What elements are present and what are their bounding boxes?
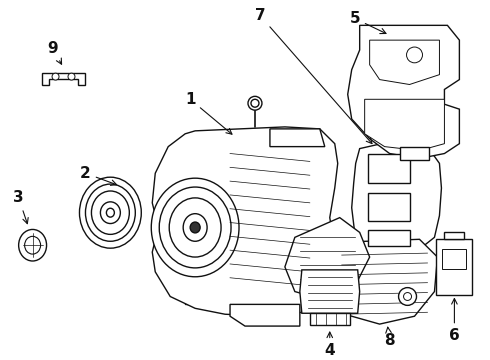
- Ellipse shape: [404, 293, 412, 301]
- Ellipse shape: [398, 288, 416, 305]
- Polygon shape: [437, 239, 472, 294]
- Bar: [368, 153, 410, 183]
- Text: 4: 4: [324, 332, 335, 358]
- Polygon shape: [399, 147, 429, 161]
- Ellipse shape: [92, 191, 129, 234]
- Polygon shape: [444, 233, 465, 239]
- Ellipse shape: [24, 237, 41, 254]
- Polygon shape: [42, 73, 85, 85]
- Bar: [368, 230, 410, 246]
- Polygon shape: [365, 99, 444, 150]
- Text: 6: 6: [449, 298, 460, 343]
- Text: 8: 8: [384, 327, 395, 348]
- Ellipse shape: [85, 184, 135, 241]
- Ellipse shape: [407, 47, 422, 63]
- Ellipse shape: [159, 187, 231, 268]
- Polygon shape: [185, 134, 320, 305]
- Ellipse shape: [79, 177, 141, 248]
- Polygon shape: [285, 217, 369, 301]
- Ellipse shape: [19, 229, 47, 261]
- Ellipse shape: [68, 73, 75, 80]
- Ellipse shape: [169, 198, 221, 257]
- Polygon shape: [352, 141, 441, 253]
- Polygon shape: [152, 127, 338, 316]
- Ellipse shape: [106, 208, 114, 217]
- Ellipse shape: [52, 73, 59, 80]
- Ellipse shape: [151, 178, 239, 277]
- Polygon shape: [330, 239, 438, 324]
- Polygon shape: [230, 305, 300, 326]
- Polygon shape: [348, 25, 460, 158]
- Text: 3: 3: [13, 190, 28, 224]
- Text: 2: 2: [80, 166, 117, 185]
- Text: 7: 7: [255, 8, 372, 144]
- Ellipse shape: [100, 202, 121, 224]
- Text: 1: 1: [185, 92, 232, 134]
- Ellipse shape: [248, 96, 262, 110]
- Ellipse shape: [251, 99, 259, 107]
- Polygon shape: [270, 129, 325, 147]
- Polygon shape: [369, 40, 440, 85]
- Text: 5: 5: [349, 11, 386, 33]
- Polygon shape: [300, 270, 360, 313]
- Ellipse shape: [190, 222, 200, 233]
- Bar: [310, 313, 350, 325]
- Bar: [442, 249, 466, 269]
- Ellipse shape: [183, 214, 207, 241]
- Text: 9: 9: [47, 41, 62, 64]
- Bar: [368, 193, 410, 221]
